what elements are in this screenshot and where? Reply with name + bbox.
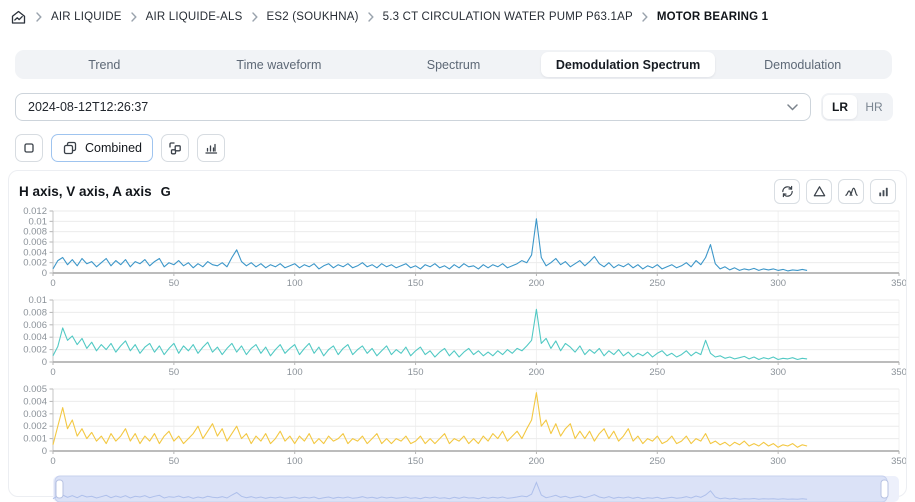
breadcrumb-item-company[interactable]: AIR LIQUIDE <box>51 11 122 23</box>
combined-view-label: Combined <box>85 141 142 155</box>
svg-text:0.004: 0.004 <box>23 332 47 343</box>
svg-text:200: 200 <box>528 456 544 467</box>
svg-text:0.001: 0.001 <box>23 434 47 445</box>
spectrum-chart-v-axis[interactable]: 0.01 0.008 0.006 0.004 0.002 0 0 50 100 150 200 250… <box>13 295 907 385</box>
waterfall-view-icon <box>203 140 219 156</box>
svg-text:250: 250 <box>649 367 665 378</box>
single-view-button[interactable] <box>15 134 43 162</box>
breadcrumb-item-measurement-point[interactable]: MOTOR BEARING 1 <box>656 11 769 23</box>
tab-demodulation-spectrum[interactable]: Demodulation Spectrum <box>540 52 716 77</box>
svg-text:100: 100 <box>287 456 303 467</box>
svg-text:50: 50 <box>169 278 180 289</box>
single-view-icon <box>21 140 37 156</box>
tab-spectrum[interactable]: Spectrum <box>426 57 481 72</box>
waterfall-view-button[interactable] <box>196 134 225 162</box>
svg-text:0: 0 <box>50 278 55 289</box>
resolution-option-hr[interactable]: HR <box>865 100 883 114</box>
refresh-button[interactable] <box>774 178 800 204</box>
svg-text:0.008: 0.008 <box>23 307 47 318</box>
alarm-triangle-button[interactable] <box>806 178 832 204</box>
svg-text:0.003: 0.003 <box>23 409 47 420</box>
tab-demodulation[interactable]: Demodulation <box>764 57 842 72</box>
svg-text:150: 150 <box>408 456 424 467</box>
combined-view-icon <box>62 140 78 156</box>
svg-text:0.01: 0.01 <box>29 216 48 227</box>
breadcrumb-item-machine[interactable]: 5.3 CT CIRCULATION WATER PUMP P63.1AP <box>382 11 633 23</box>
svg-text:0.006: 0.006 <box>23 237 47 248</box>
breadcrumb-item-site[interactable]: AIR LIQUIDE-ALS <box>145 11 243 23</box>
chevron-right-icon <box>130 12 137 22</box>
svg-text:50: 50 <box>169 367 180 378</box>
svg-text:200: 200 <box>528 278 544 289</box>
cascade-view-button[interactable] <box>160 134 189 162</box>
spectrum-chart-a-axis[interactable]: 0.005 0.004 0.003 0.002 0.001 0 0 50 100 150 200 25… <box>13 384 907 474</box>
svg-text:0.004: 0.004 <box>23 396 47 407</box>
svg-text:300: 300 <box>770 278 786 289</box>
svg-text:0.004: 0.004 <box>23 247 47 258</box>
resolution-toggle: LR HR <box>821 93 893 121</box>
svg-text:150: 150 <box>408 367 424 378</box>
svg-text:0: 0 <box>50 367 55 378</box>
svg-text:250: 250 <box>649 456 665 467</box>
svg-text:0.006: 0.006 <box>23 320 47 331</box>
chart-unit: G <box>160 183 171 199</box>
resolution-option-lr[interactable]: LR <box>823 95 857 119</box>
svg-text:150: 150 <box>408 278 424 289</box>
combined-view-button[interactable]: Combined <box>51 134 153 162</box>
svg-text:0.002: 0.002 <box>23 258 47 269</box>
svg-text:0: 0 <box>42 357 47 368</box>
cascade-view-icon <box>167 140 183 156</box>
bar-chart-button[interactable] <box>870 178 896 204</box>
brush-mini-line <box>52 481 808 500</box>
triangle-icon <box>812 184 827 199</box>
measurement-datetime-select[interactable]: 2024-08-12T12:26:37 <box>15 93 811 121</box>
peaks-icon <box>844 184 859 199</box>
spectrum-charts: 0.012 0.01 0.008 0.006 0.004 0.002 0 0 50 100 150 2… <box>9 206 907 474</box>
svg-text:0.01: 0.01 <box>29 296 48 306</box>
svg-text:250: 250 <box>649 278 665 289</box>
svg-text:200: 200 <box>528 367 544 378</box>
brush-handle-left[interactable] <box>55 479 64 499</box>
spectrum-panel-header: H axis, V axis, A axis G <box>9 175 906 207</box>
svg-text:0: 0 <box>42 446 47 457</box>
svg-text:300: 300 <box>770 456 786 467</box>
chevron-right-icon <box>36 12 42 22</box>
svg-text:0: 0 <box>50 456 55 467</box>
home-chart-icon[interactable] <box>10 9 27 26</box>
spectrum-panel: H axis, V axis, A axis G <box>8 170 907 502</box>
svg-text:350: 350 <box>891 278 906 289</box>
svg-text:100: 100 <box>287 278 303 289</box>
breadcrumb: AIR LIQUIDE AIR LIQUIDE-ALS ES2 (SOUKHNA… <box>10 5 909 29</box>
breadcrumb-item-plant[interactable]: ES2 (SOUKHNA) <box>266 11 359 23</box>
chevron-right-icon <box>642 12 648 22</box>
chevron-right-icon <box>367 12 374 22</box>
bar-chart-icon <box>876 184 891 199</box>
peaks-overlay-button[interactable] <box>838 178 864 204</box>
chevron-right-icon <box>251 12 258 22</box>
brush-handle-right[interactable] <box>880 479 889 499</box>
svg-text:50: 50 <box>169 456 180 467</box>
overview-brush[interactable] <box>9 474 906 502</box>
svg-text:0.002: 0.002 <box>23 345 47 356</box>
svg-text:0.008: 0.008 <box>23 227 47 238</box>
chart-title: H axis, V axis, A axis <box>19 183 152 199</box>
svg-text:0.012: 0.012 <box>23 207 47 217</box>
svg-text:350: 350 <box>891 367 906 378</box>
svg-text:0.005: 0.005 <box>23 385 47 395</box>
svg-text:0.002: 0.002 <box>23 421 47 432</box>
spectrum-chart-h-axis[interactable]: 0.012 0.01 0.008 0.006 0.004 0.002 0 0 50 100 150 2… <box>13 206 907 296</box>
svg-text:0: 0 <box>42 268 47 279</box>
view-toolbar: Combined <box>15 134 225 162</box>
chevron-down-icon <box>787 103 798 111</box>
analysis-tabbar: Trend Time waveform Spectrum Demodulatio… <box>15 50 892 79</box>
tab-time-waveform[interactable]: Time waveform <box>236 57 322 72</box>
chart-actions <box>774 178 896 204</box>
measurement-datetime-value: 2024-08-12T12:26:37 <box>28 100 149 114</box>
svg-text:100: 100 <box>287 367 303 378</box>
svg-text:300: 300 <box>770 367 786 378</box>
refresh-icon <box>780 184 795 199</box>
tab-trend[interactable]: Trend <box>88 57 121 72</box>
svg-text:350: 350 <box>891 456 906 467</box>
